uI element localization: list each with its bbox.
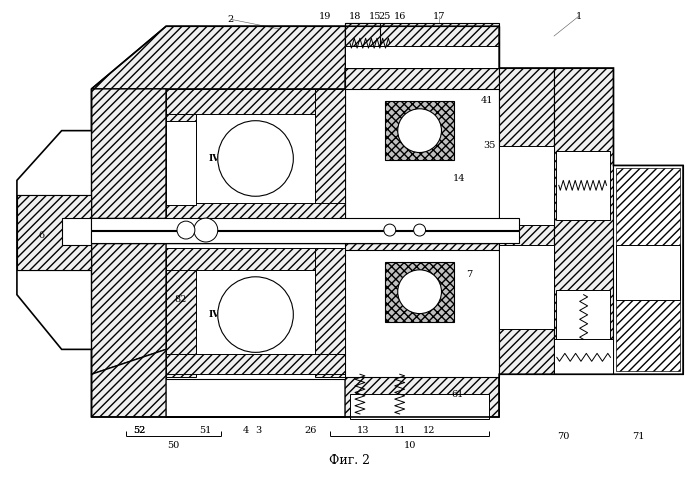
Text: 83: 83 <box>177 144 189 153</box>
Bar <box>556 290 610 344</box>
Circle shape <box>398 109 442 153</box>
Text: 52: 52 <box>133 426 145 435</box>
Circle shape <box>177 221 195 239</box>
Text: 28: 28 <box>419 218 431 227</box>
Bar <box>345 89 499 228</box>
Polygon shape <box>166 121 196 205</box>
Bar <box>556 151 610 220</box>
Bar <box>166 248 196 377</box>
Bar <box>92 218 519 243</box>
Polygon shape <box>17 195 92 270</box>
Text: IV: IV <box>208 154 219 163</box>
Text: 19: 19 <box>319 12 331 21</box>
Text: 50: 50 <box>167 441 179 450</box>
Polygon shape <box>92 89 166 374</box>
Bar <box>315 248 345 377</box>
Text: 25: 25 <box>379 12 391 21</box>
Text: 12: 12 <box>424 426 435 435</box>
Text: 61: 61 <box>451 390 463 398</box>
Text: 27: 27 <box>382 218 394 227</box>
Polygon shape <box>345 26 499 68</box>
Polygon shape <box>17 195 92 270</box>
Text: 26: 26 <box>304 426 317 435</box>
Text: 1: 1 <box>575 12 582 21</box>
Circle shape <box>398 270 442 313</box>
Text: 11: 11 <box>394 426 406 435</box>
Text: 18: 18 <box>349 12 361 21</box>
Bar <box>617 245 680 299</box>
Bar <box>166 355 345 374</box>
Polygon shape <box>345 68 499 230</box>
Text: Фиг. 2: Фиг. 2 <box>329 454 370 467</box>
Bar <box>499 145 554 225</box>
Polygon shape <box>92 26 499 89</box>
Polygon shape <box>614 166 683 374</box>
Text: 10: 10 <box>403 441 416 450</box>
Text: 82: 82 <box>175 295 187 304</box>
Circle shape <box>414 224 426 236</box>
Text: 60: 60 <box>243 300 254 309</box>
Text: 17: 17 <box>433 12 446 21</box>
Text: 7: 7 <box>466 270 473 279</box>
Bar <box>166 250 345 379</box>
Bar <box>384 262 454 322</box>
Circle shape <box>384 224 396 236</box>
Text: 35: 35 <box>483 141 496 150</box>
Text: 15: 15 <box>368 12 381 21</box>
Text: 16: 16 <box>394 12 406 21</box>
Polygon shape <box>345 230 499 375</box>
Bar <box>345 23 499 68</box>
Text: 2: 2 <box>228 15 233 24</box>
Text: 30: 30 <box>243 144 254 153</box>
Bar <box>166 89 345 228</box>
Bar <box>92 231 519 243</box>
Bar <box>345 23 380 68</box>
Text: 52: 52 <box>133 426 145 435</box>
Bar <box>617 169 680 371</box>
Bar <box>315 89 345 228</box>
Text: 51: 51 <box>200 426 212 435</box>
Text: 6: 6 <box>38 230 45 240</box>
Text: 41: 41 <box>481 96 493 105</box>
Polygon shape <box>92 349 499 417</box>
Text: 45: 45 <box>177 196 189 205</box>
Bar <box>92 218 519 230</box>
Bar <box>166 248 345 270</box>
Text: 13: 13 <box>356 426 369 435</box>
Bar <box>166 203 345 228</box>
Polygon shape <box>554 68 614 374</box>
Bar <box>345 46 499 68</box>
Text: 14: 14 <box>453 174 466 183</box>
Bar <box>499 245 554 329</box>
Circle shape <box>194 218 218 242</box>
Bar <box>350 394 489 419</box>
Bar <box>384 101 454 160</box>
Text: 70: 70 <box>558 432 570 441</box>
Text: 40: 40 <box>670 265 682 274</box>
Text: 5: 5 <box>307 221 313 229</box>
Bar <box>345 250 499 377</box>
Polygon shape <box>166 89 345 228</box>
Bar <box>166 89 345 114</box>
Text: 3: 3 <box>255 426 261 435</box>
Polygon shape <box>499 68 554 374</box>
Text: IV: IV <box>208 310 219 319</box>
Bar <box>166 89 196 228</box>
Bar <box>554 340 614 374</box>
Circle shape <box>218 121 294 196</box>
Circle shape <box>218 277 294 353</box>
Text: 71: 71 <box>632 432 644 441</box>
Text: 4: 4 <box>243 426 249 435</box>
